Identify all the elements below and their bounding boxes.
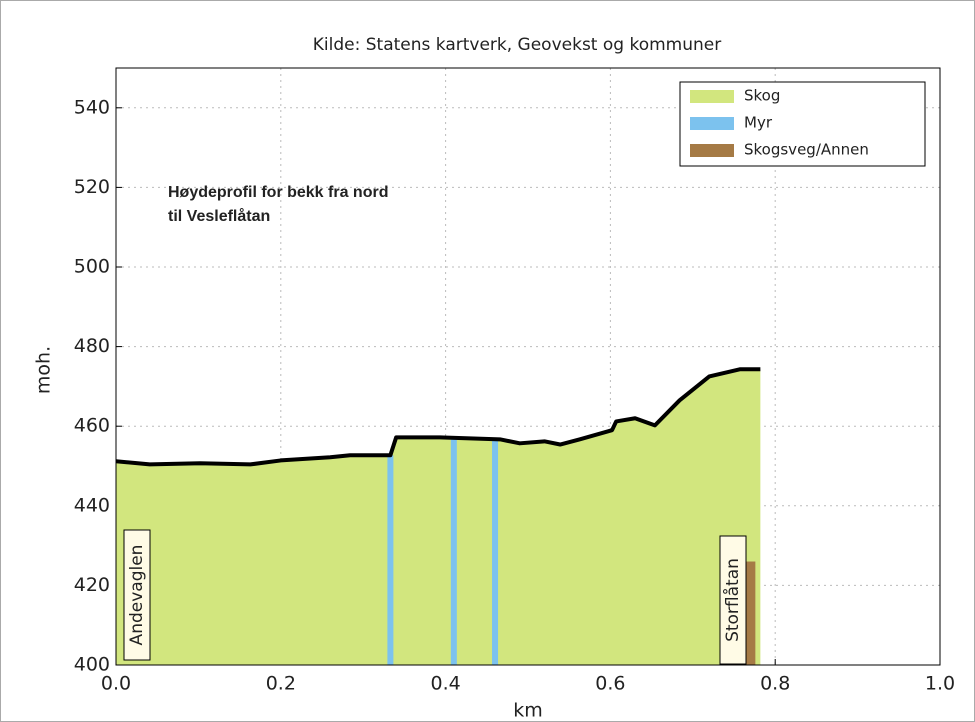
land-cover-strip <box>387 455 394 665</box>
legend-label: Skog <box>744 87 780 105</box>
y-axis-label: moh. <box>33 346 55 394</box>
legend-label: Skogsveg/Annen <box>744 141 869 159</box>
note: Høydeprofil for bekk fra nord <box>168 184 388 201</box>
y-tick-label: 440 <box>74 494 110 516</box>
x-tick-label: 0.4 <box>430 673 460 695</box>
legend-swatch <box>690 117 734 130</box>
note: til Vesleflåtan <box>168 207 270 225</box>
x-tick-label: 0.8 <box>760 673 790 695</box>
annotation: Andevaglen <box>127 545 147 646</box>
y-tick-label: 460 <box>74 415 110 437</box>
y-tick-label: 420 <box>74 574 110 596</box>
legend-swatch <box>690 90 734 103</box>
x-axis-label: km <box>513 700 543 722</box>
land-cover-strip <box>492 439 499 665</box>
legend-label: Myr <box>744 114 773 132</box>
profile-line <box>115 367 761 467</box>
x-tick-label: 0.2 <box>266 673 296 695</box>
x-tick-label: 0.0 <box>101 673 131 695</box>
annotation-box <box>719 535 747 665</box>
annotation-box <box>123 529 151 661</box>
land-cover-strip <box>450 437 457 665</box>
y-tick-label: 480 <box>74 335 110 357</box>
chart-title: Kilde: Statens kartverk, Geovekst og kom… <box>313 35 721 55</box>
legend-swatch <box>690 144 734 157</box>
plot-border <box>115 67 941 666</box>
y-tick-label: 500 <box>74 256 110 278</box>
x-tick-label: 0.6 <box>595 673 625 695</box>
x-tick-label: 1.0 <box>925 673 955 695</box>
y-tick-label: 400 <box>74 654 110 676</box>
terrain-area <box>116 369 761 665</box>
y-tick-label: 520 <box>74 176 110 198</box>
annotation: Storflåtan <box>722 558 743 642</box>
y-tick-label: 540 <box>74 96 110 118</box>
